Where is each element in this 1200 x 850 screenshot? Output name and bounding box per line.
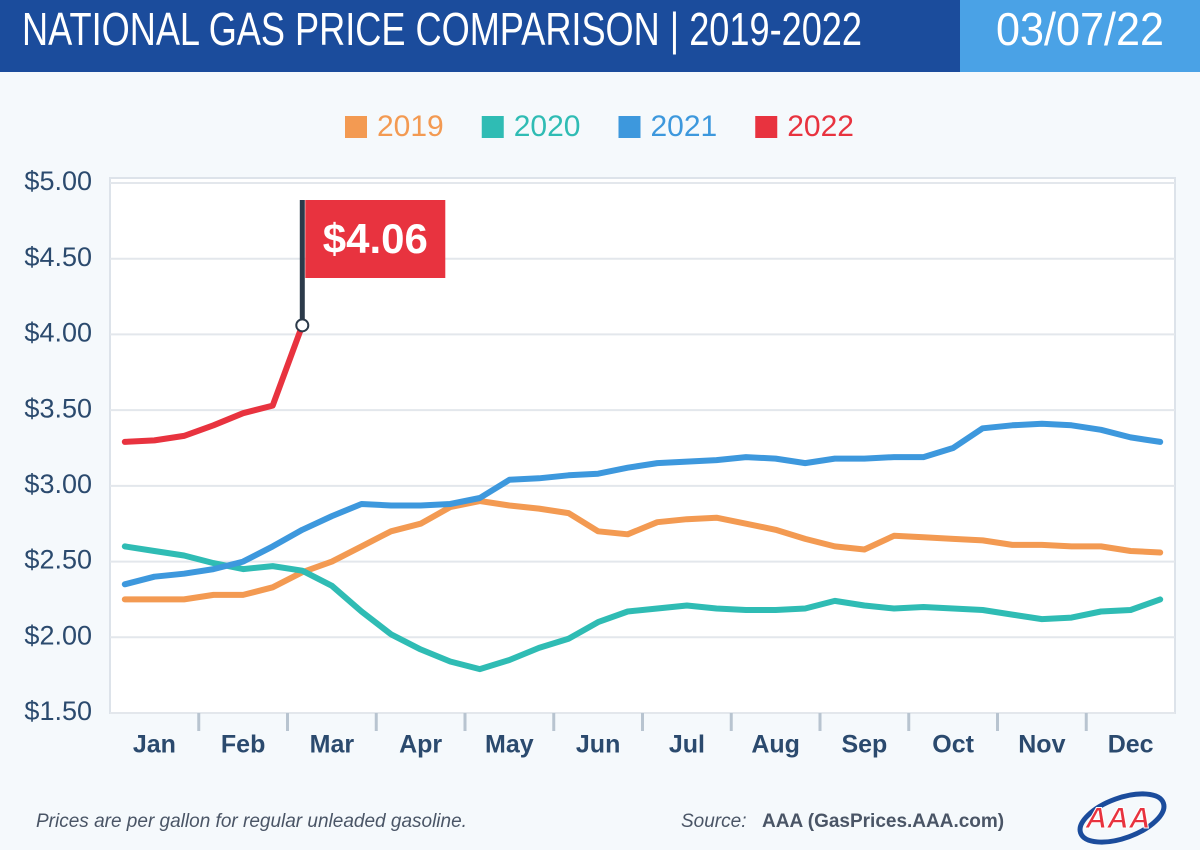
legend-label: 2020 [514, 110, 581, 143]
series-line [121, 543, 1164, 673]
logo-text: AAA [1085, 802, 1151, 835]
legend-swatch [481, 116, 504, 138]
legend-swatch [755, 116, 778, 138]
y-tick-label: $5.00 [24, 166, 92, 196]
y-tick-label: $1.50 [24, 696, 92, 726]
logo: AAA [1077, 791, 1167, 845]
x-tick-label: Apr [399, 731, 442, 759]
series-line [121, 322, 306, 445]
plot-area [109, 177, 1176, 714]
x-tick-label: Jan [133, 731, 176, 759]
legend-label: 2021 [651, 110, 718, 143]
series-line [121, 498, 1164, 603]
date: 03/07/22 [996, 3, 1164, 55]
y-tick-label: $4.50 [24, 242, 92, 272]
header-bar [0, 0, 960, 72]
y-tick-label: $2.50 [24, 545, 92, 575]
legend-swatch [618, 116, 641, 138]
y-tick-label: $3.50 [24, 393, 92, 423]
x-tick-label: May [485, 731, 534, 759]
legend-swatch [345, 116, 367, 138]
value-label: $4.06 [323, 215, 428, 262]
y-tick-label: $3.00 [24, 469, 92, 499]
y-tick-label: $4.00 [24, 318, 92, 348]
x-tick-label: Mar [310, 731, 355, 759]
point [295, 318, 310, 333]
chart-title: NATIONAL GAS PRICE COMPARISON | 2019-202… [22, 3, 862, 55]
x-tick-label: Jul [669, 731, 705, 759]
x-tick-label: Sep [841, 731, 887, 759]
x-tick-label: Oct [932, 731, 974, 759]
date-box [960, 0, 1200, 72]
legend-label: 2019 [377, 110, 444, 143]
x-tick-label: Dec [1108, 731, 1154, 759]
source-label: Source: [681, 811, 746, 832]
x-tick-label: Nov [1018, 731, 1065, 759]
series-line [121, 420, 1164, 588]
flag [305, 200, 446, 278]
source: AAA (GasPrices.AAA.com) [762, 811, 1004, 832]
x-tick-label: Jun [576, 731, 620, 759]
x-tick-label: Aug [751, 731, 800, 759]
logo-ring [1077, 791, 1167, 845]
x-tick-label: Feb [221, 731, 265, 759]
y-tick-label: $2.00 [24, 620, 92, 650]
legend-label: 2022 [787, 110, 854, 143]
footnote: Prices are per gallon for regular unlead… [36, 811, 467, 832]
